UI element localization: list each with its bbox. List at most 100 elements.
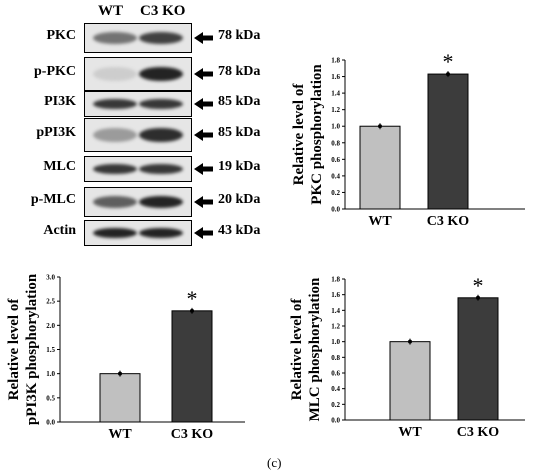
band-c3ko (139, 163, 183, 175)
band-wt (93, 227, 137, 239)
blot-size-label: 85 kDa (218, 125, 261, 140)
blot-protein-label: MLC (43, 159, 76, 174)
data-point (408, 339, 412, 344)
x-tick-label: WT (368, 214, 392, 229)
data-point (118, 371, 122, 376)
blot-strip (84, 220, 192, 246)
y-tick-label: 0.2 (331, 401, 340, 409)
y-tick-label: 1.0 (331, 123, 340, 131)
x-tick-label: C3 KO (427, 214, 470, 229)
y-tick-label: 0.0 (331, 417, 340, 425)
band-wt (93, 163, 137, 175)
bar-c3ko (457, 297, 499, 421)
y-axis-label: Relative level of PKC phosphorylation (291, 64, 325, 205)
blot-size-label: 85 kDa (218, 94, 261, 109)
band-wt (93, 31, 137, 45)
data-point (190, 308, 194, 313)
bar-c3ko (427, 73, 469, 210)
band-c3ko (139, 98, 183, 110)
y-axis-label-line: pPI3K phosphorylation (24, 273, 40, 425)
y-tick-label: 0.4 (331, 385, 340, 393)
blot-strip (84, 91, 192, 117)
band-c3ko (139, 127, 183, 143)
y-tick-label: 0.5 (46, 394, 55, 402)
significance-marker: * (473, 273, 484, 298)
y-tick-label: 0.6 (331, 156, 340, 164)
arrow-icon (194, 162, 214, 180)
y-axis-label: Relative level of pPI3K phosphorylation (6, 273, 40, 425)
y-tick-label: 0.4 (331, 172, 340, 180)
y-tick-label: 1.2 (331, 323, 340, 331)
blot-protein-label: PI3K (44, 94, 76, 109)
bar-wt (389, 341, 431, 421)
y-tick-label: 1.6 (331, 291, 340, 299)
x-tick-label: C3 KO (171, 427, 214, 442)
y-axis-label-line: PKC phosphorylation (309, 64, 325, 205)
arrow-icon (194, 226, 214, 244)
figure-caption: (c) (267, 455, 282, 470)
lane-label-wt: WT (98, 3, 124, 19)
band-c3ko (139, 66, 183, 82)
y-axis-label-line: Relative level of (291, 83, 307, 186)
blot-size-label: 78 kDa (218, 64, 261, 79)
blot-strip (84, 118, 192, 152)
y-tick-label: 0.2 (331, 189, 340, 197)
y-tick-label: 1.4 (331, 307, 340, 315)
y-tick-label: 1.6 (331, 73, 340, 81)
data-point (476, 295, 480, 300)
blot-strip (84, 23, 192, 53)
y-tick-label: 1.8 (331, 57, 340, 65)
band-wt (93, 195, 137, 209)
y-axis-label-line: MLC phosphorylation (307, 277, 323, 421)
data-point (378, 124, 382, 129)
band-wt (93, 66, 137, 82)
blot-protein-label: p-MLC (30, 192, 76, 207)
y-tick-label: 2.5 (46, 298, 55, 306)
y-tick-label: 0.8 (331, 354, 340, 362)
band-wt (93, 127, 137, 143)
significance-marker: * (187, 286, 198, 311)
y-tick-label: 1.5 (46, 346, 55, 354)
y-axis-label: Relative level of MLC phosphorylation (289, 277, 323, 421)
x-tick-label: WT (398, 425, 422, 440)
chart-ppi3k-phosphorylation: 0.0 0.5 1.0 1.5 2.0 2.5 3.0 WT C3 KO * Relative le… (6, 273, 245, 442)
significance-marker: * (443, 49, 454, 74)
blot-size-label: 19 kDa (218, 159, 261, 174)
blot-protein-label: pPI3K (36, 125, 76, 140)
chart-pkc-phosphorylation: 0.0 0.2 0.4 0.6 0.8 1.0 1.2 1.4 1.6 1.8 WT C3 KO * Re… (291, 49, 525, 229)
arrow-icon (194, 195, 214, 213)
arrow-icon (194, 128, 214, 146)
blot-strip (84, 57, 192, 91)
bar-c3ko (171, 310, 213, 423)
blot-size-label: 43 kDa (218, 223, 261, 238)
y-tick-label: 1.8 (331, 276, 340, 284)
blot-protein-label: p-PKC (34, 64, 76, 79)
band-c3ko (139, 227, 183, 239)
y-tick-label: 1.2 (331, 106, 340, 114)
y-tick-label: 1.0 (46, 370, 55, 378)
blot-size-label: 78 kDa (218, 28, 261, 43)
y-tick-label: 0.0 (331, 206, 340, 214)
bar-wt (99, 373, 141, 423)
bar-wt (359, 125, 401, 210)
lane-label-c3ko: C3 KO (140, 3, 186, 19)
arrow-icon (194, 67, 214, 85)
data-point (446, 72, 450, 77)
y-tick-label: 1.0 (331, 338, 340, 346)
blot-strip (84, 156, 192, 182)
x-tick-label: WT (108, 427, 132, 442)
band-c3ko (139, 195, 183, 209)
y-tick-label: 0.6 (331, 370, 340, 378)
y-axis-label-line: Relative level of (6, 298, 22, 401)
arrow-icon (194, 97, 214, 115)
band-c3ko (139, 31, 183, 45)
y-tick-label: 0.8 (331, 139, 340, 147)
chart-mlc-phosphorylation: 0.0 0.2 0.4 0.6 0.8 1.0 1.2 1.4 1.6 1.8 WT C3 KO * Re… (289, 273, 525, 440)
y-tick-label: 1.4 (331, 90, 340, 98)
band-wt (93, 98, 137, 110)
y-axis-label-line: Relative level of (289, 298, 305, 401)
blot-protein-label: PKC (46, 28, 76, 43)
y-tick-label: 2.0 (46, 322, 55, 330)
y-tick-label: 3.0 (46, 274, 55, 282)
blot-protein-label: Actin (43, 223, 76, 238)
